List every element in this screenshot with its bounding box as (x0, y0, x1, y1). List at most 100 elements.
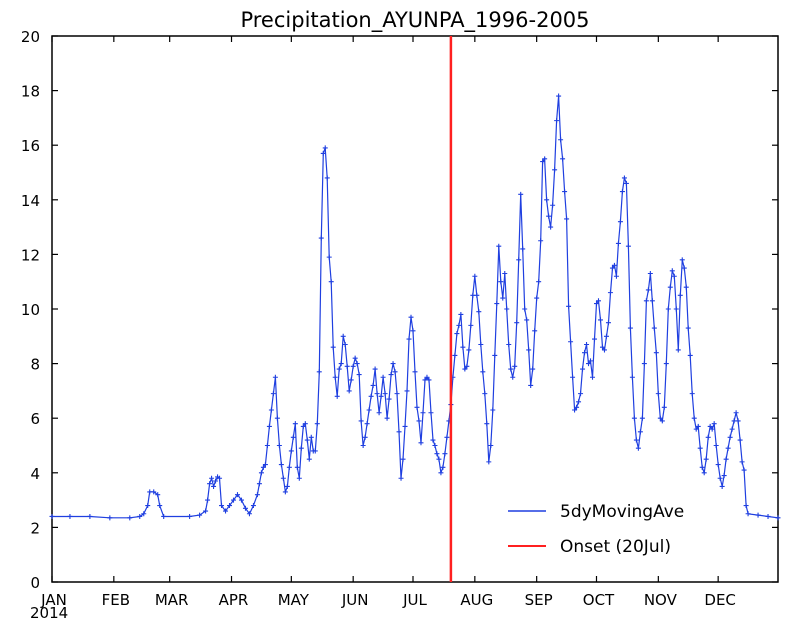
data-point (512, 363, 518, 369)
data-point (374, 391, 380, 397)
data-point (364, 421, 370, 427)
data-point (484, 421, 490, 427)
data-point (566, 303, 572, 309)
data-point (721, 473, 727, 479)
data-point (394, 391, 400, 397)
data-point (699, 464, 705, 470)
data-point (197, 512, 203, 518)
data-point (360, 443, 366, 448)
data-point (554, 118, 560, 124)
data-point (342, 341, 348, 347)
data-point (320, 150, 326, 156)
data-point (442, 451, 448, 457)
data-point (400, 456, 406, 462)
data-point (615, 240, 621, 246)
data-point (765, 513, 771, 519)
data-point (685, 325, 691, 331)
data-point (466, 347, 472, 353)
data-point (556, 93, 562, 99)
data-point (675, 347, 681, 353)
data-point (274, 415, 280, 421)
data-point (617, 219, 623, 225)
data-point (292, 421, 298, 427)
data-point (296, 475, 302, 481)
data-point (480, 369, 486, 375)
x-year-label: 2014 (30, 604, 68, 618)
data-point (416, 418, 422, 424)
data-point (494, 301, 500, 307)
data-point (137, 513, 143, 519)
data-point (687, 352, 693, 358)
data-point (278, 462, 284, 468)
data-point (488, 443, 494, 448)
data-point (354, 361, 360, 367)
y-tick-label: 10 (21, 301, 40, 319)
data-point (683, 284, 689, 290)
data-point (691, 415, 697, 421)
data-point (574, 404, 580, 410)
data-point (532, 328, 538, 334)
data-point (490, 407, 496, 413)
data-point (294, 464, 300, 470)
data-point (286, 464, 292, 470)
data-point (588, 358, 594, 364)
data-point (578, 391, 584, 397)
data-point (404, 388, 410, 394)
data-point (211, 483, 217, 489)
data-point (298, 445, 304, 451)
data-point (318, 235, 324, 241)
data-point (412, 369, 418, 375)
data-point (428, 410, 434, 416)
data-point (231, 497, 236, 503)
data-point (332, 374, 338, 380)
data-point (510, 374, 516, 380)
data-point (582, 350, 588, 356)
x-tick-label: JUL (402, 591, 427, 609)
data-point (430, 437, 436, 443)
data-point (623, 180, 629, 186)
data-point (418, 440, 424, 446)
data-point (524, 317, 530, 323)
data-point (707, 423, 713, 429)
data-point (651, 325, 657, 331)
data-point (155, 492, 161, 498)
data-point (388, 372, 394, 378)
data-point (576, 399, 582, 405)
data-point (462, 366, 468, 372)
data-point (723, 456, 729, 462)
data-point (456, 322, 462, 328)
data-point (536, 279, 542, 285)
data-point (304, 437, 310, 443)
data-point (398, 475, 404, 481)
data-point (258, 470, 264, 476)
data-point (330, 344, 336, 350)
data-point (322, 145, 328, 151)
data-point (223, 508, 229, 514)
data-point (619, 189, 625, 195)
data-point (438, 470, 444, 476)
data-point (546, 213, 552, 219)
x-tick-label: APR (219, 591, 249, 609)
data-point (340, 333, 346, 339)
data-point (432, 443, 438, 448)
data-point (701, 470, 707, 476)
data-point (693, 426, 699, 432)
data-point (472, 273, 478, 279)
x-tick-label: MAR (155, 591, 189, 609)
data-point (205, 497, 211, 503)
data-point (550, 202, 556, 208)
data-point (356, 372, 362, 378)
data-point (739, 459, 745, 465)
data-point (572, 407, 578, 413)
data-point (366, 407, 372, 413)
data-point (492, 352, 498, 358)
data-point (715, 462, 721, 468)
data-point (689, 391, 695, 397)
data-point (645, 287, 651, 293)
data-point (534, 295, 540, 301)
legend: 5dyMovingAve Onset (20Jul) (508, 502, 684, 557)
data-point (260, 464, 266, 470)
data-point (234, 492, 240, 498)
data-point (458, 311, 464, 317)
data-point (647, 271, 653, 277)
